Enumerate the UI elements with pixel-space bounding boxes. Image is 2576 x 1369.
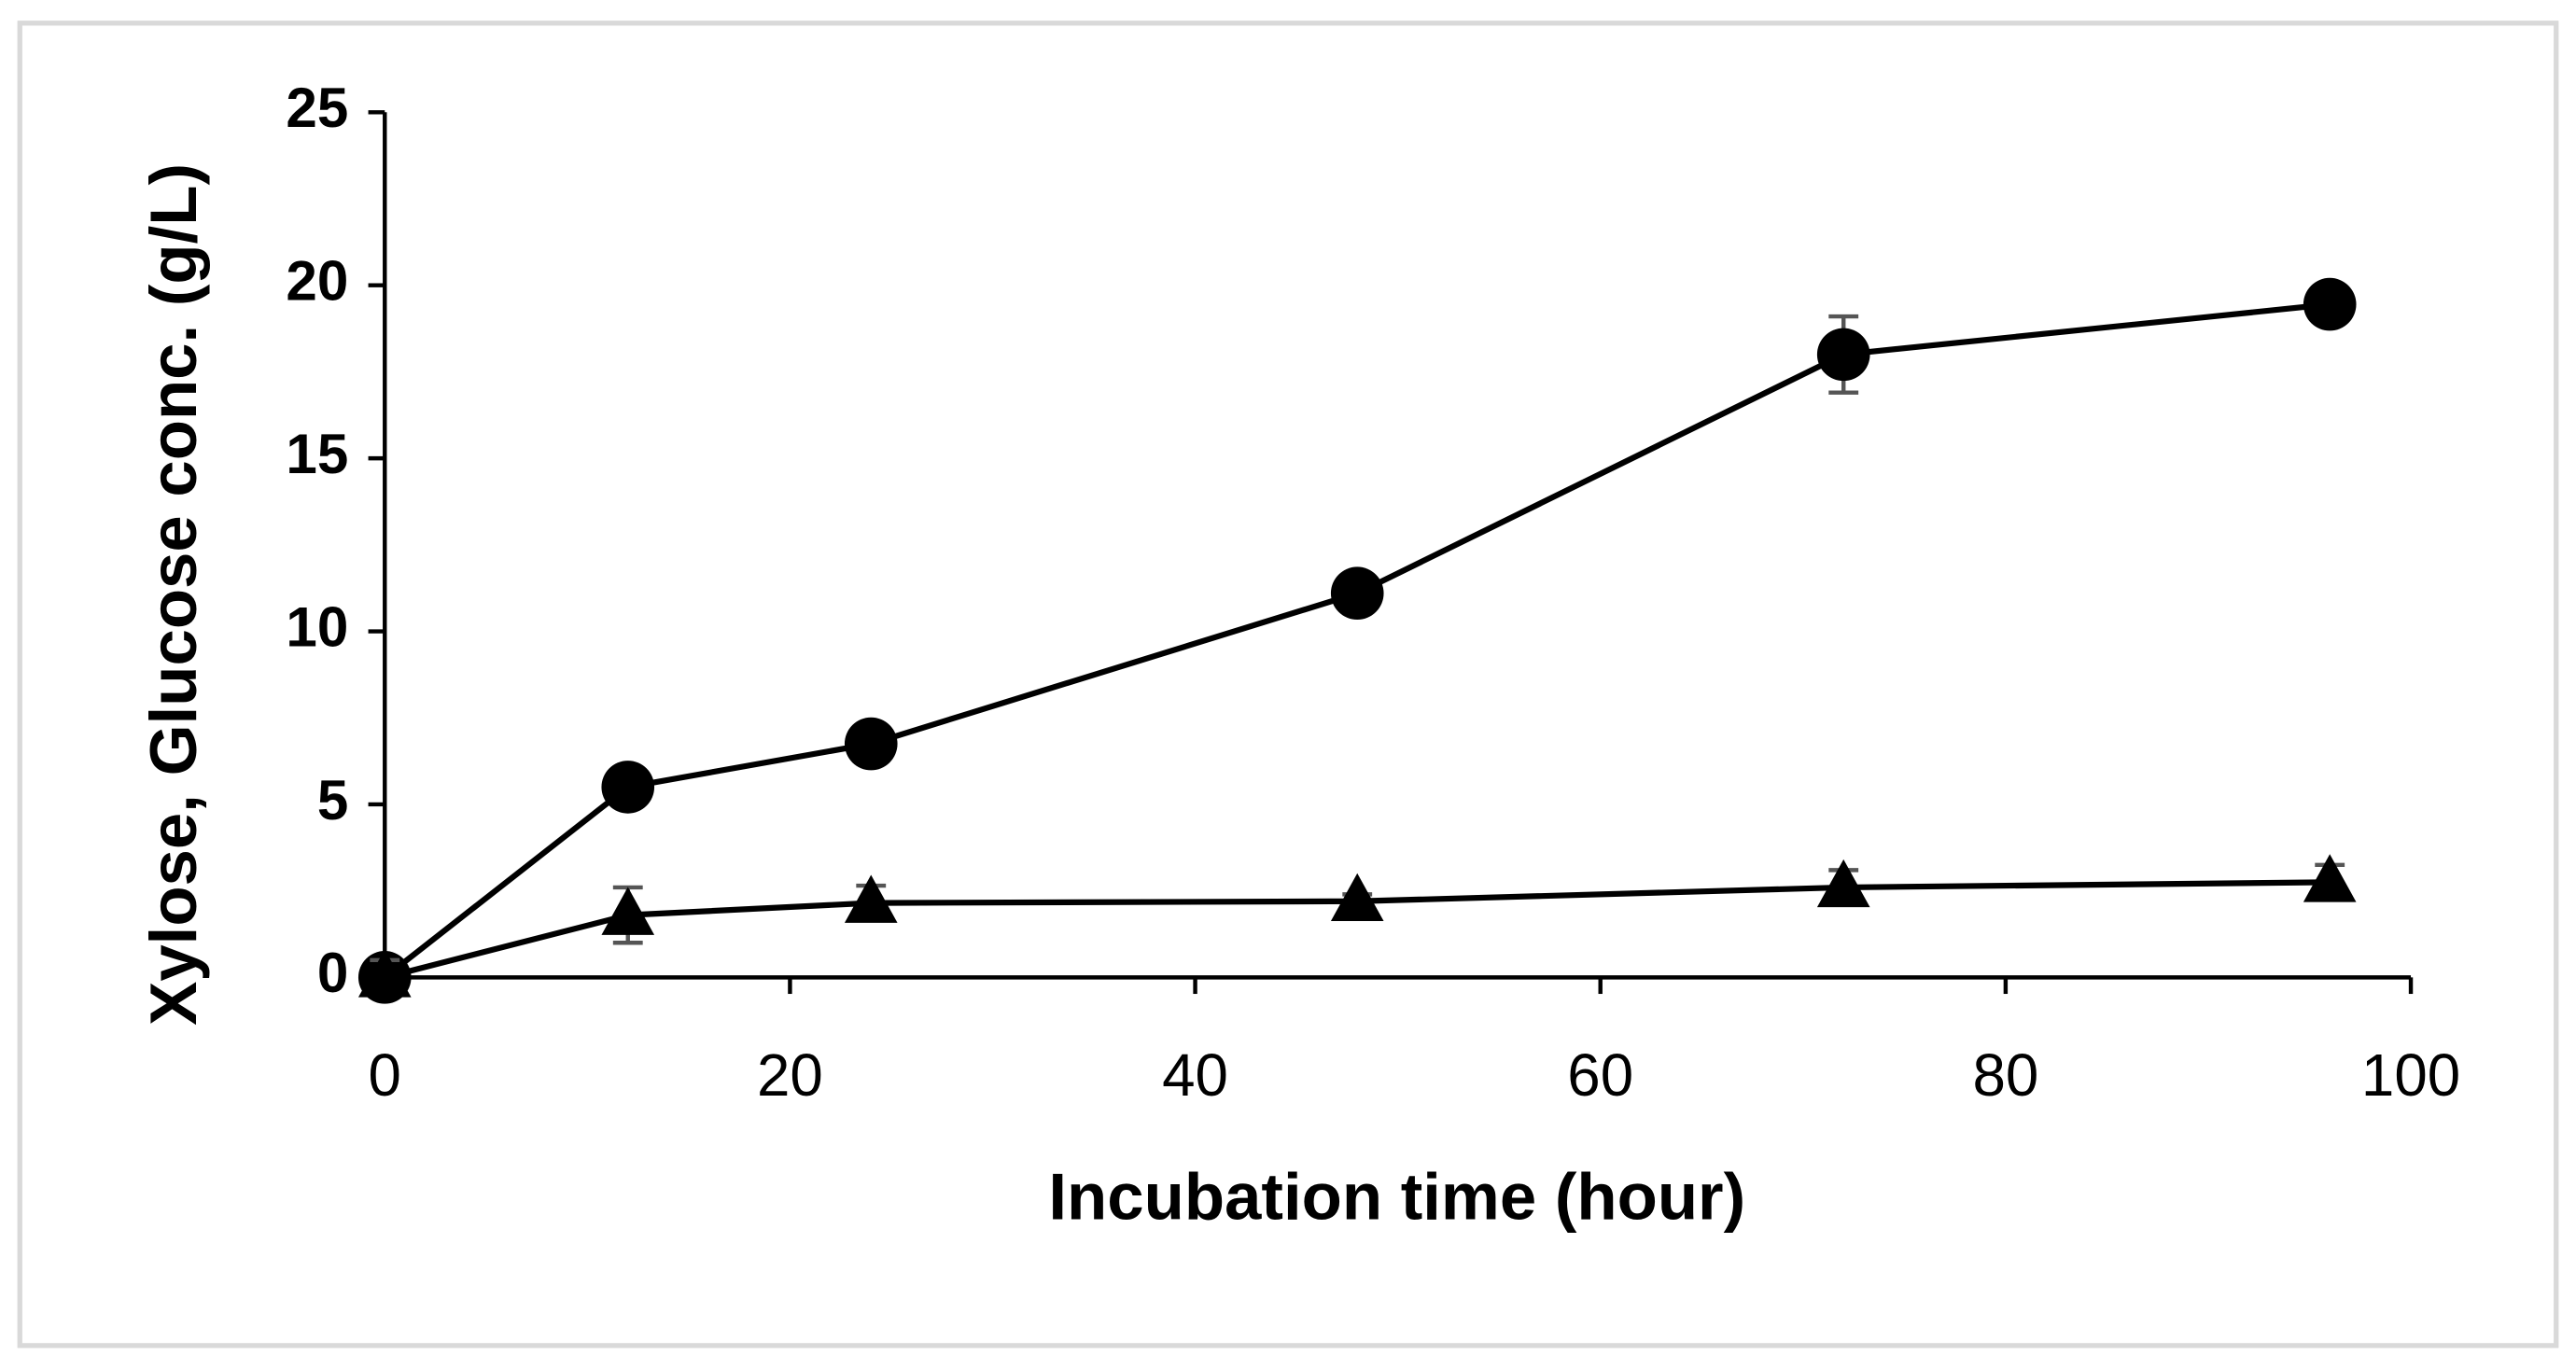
y-tick-label: 20 xyxy=(286,250,348,313)
data-point xyxy=(844,874,898,923)
x-tick-label: 80 xyxy=(1972,1042,2038,1109)
data-point xyxy=(2303,854,2357,902)
x-tick-label: 100 xyxy=(2361,1042,2460,1109)
data-point xyxy=(601,761,655,814)
x-tick-label: 0 xyxy=(369,1042,401,1109)
x-tick-label: 60 xyxy=(1567,1042,1633,1109)
y-tick-label: 25 xyxy=(286,77,348,139)
chart-frame xyxy=(17,21,2559,1348)
data-point xyxy=(357,949,412,998)
data-point xyxy=(844,717,898,771)
x-tick-label: 20 xyxy=(757,1042,823,1109)
data-point xyxy=(601,887,655,935)
y-axis-title: Xylose, Glucose conc. (g/L) xyxy=(136,163,210,1026)
data-point xyxy=(1330,566,1384,621)
series-line xyxy=(383,301,2331,980)
series-line xyxy=(384,879,2331,981)
y-tick-label: 5 xyxy=(317,769,348,831)
y-tick-label: 0 xyxy=(317,942,348,1004)
y-tick-label: 15 xyxy=(286,423,348,485)
data-point xyxy=(1816,859,1870,908)
data-point xyxy=(1330,873,1384,922)
x-axis-title: Incubation time (hour) xyxy=(1048,1160,1745,1234)
data-point xyxy=(1816,328,1870,382)
y-tick-label: 10 xyxy=(286,595,348,658)
x-tick-label: 40 xyxy=(1162,1042,1228,1109)
data-point xyxy=(2303,277,2357,331)
